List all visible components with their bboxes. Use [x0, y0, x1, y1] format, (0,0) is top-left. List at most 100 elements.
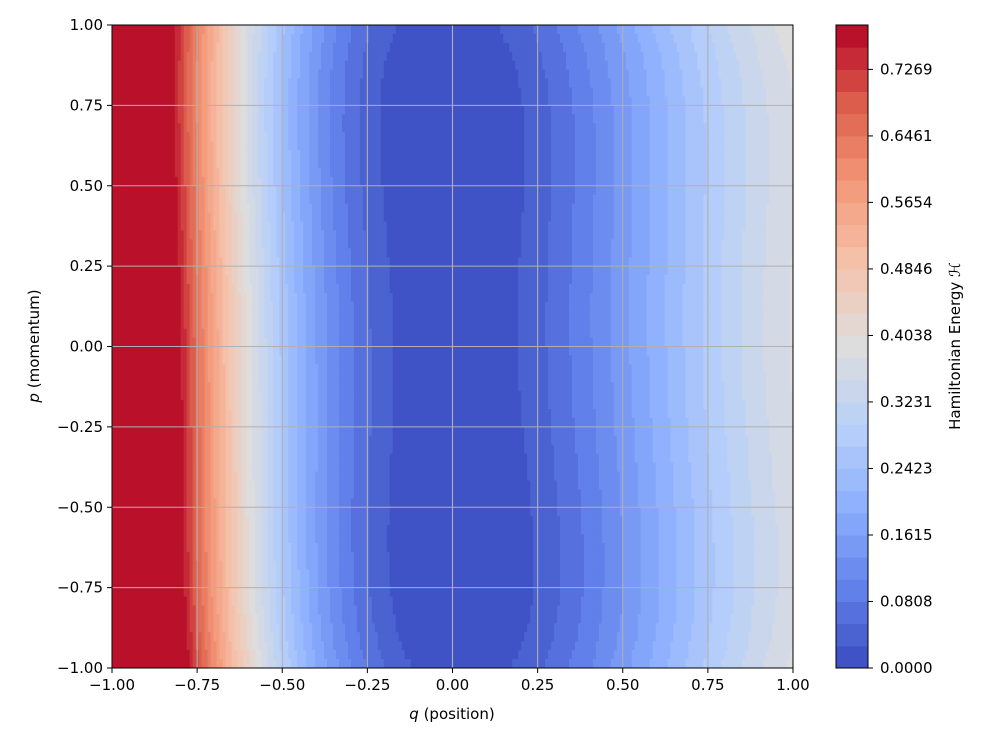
contour-cell	[144, 176, 149, 187]
contour-cell	[222, 328, 227, 339]
contour-cell	[159, 560, 164, 571]
contour-cell	[129, 355, 134, 365]
contour-cell	[183, 525, 188, 535]
contour-cell	[222, 516, 227, 526]
contour-cell	[225, 275, 230, 285]
contour-cell	[141, 78, 146, 89]
contour-cell	[114, 578, 119, 589]
contour-cell	[210, 221, 215, 231]
contour-cell	[141, 364, 146, 374]
contour-cell	[198, 516, 203, 526]
contour-cell	[240, 614, 245, 624]
contour-cell	[198, 283, 203, 294]
contour-cell	[135, 78, 140, 89]
contour-cell	[246, 516, 250, 526]
contour-cell	[207, 310, 212, 321]
contour-cell	[120, 257, 125, 267]
contour-cell	[246, 60, 250, 71]
contour-cell	[150, 489, 155, 499]
contour-cell	[234, 417, 239, 428]
contour-cell	[141, 435, 146, 446]
contour-cell	[192, 141, 197, 151]
contour-cell	[225, 498, 230, 508]
contour-cell	[123, 266, 128, 276]
contour-cell	[165, 248, 170, 258]
contour-cell	[201, 480, 206, 490]
contour-cell	[174, 409, 179, 419]
contour-cell	[228, 150, 233, 160]
contour-cell	[192, 462, 197, 473]
contour-cell	[222, 382, 227, 392]
contour-cell	[117, 489, 122, 499]
contour-cell	[237, 400, 242, 410]
contour-cell	[177, 578, 182, 589]
contour-cell	[192, 391, 197, 401]
contour-cell	[219, 292, 224, 303]
contour-cell	[192, 96, 197, 106]
contour-cell	[171, 382, 176, 392]
contour-cell	[123, 158, 128, 169]
contour-cell	[138, 275, 143, 285]
contour-cell	[162, 400, 167, 410]
contour-cell	[156, 355, 161, 365]
contour-cell	[216, 203, 221, 214]
contour-cell	[180, 435, 185, 446]
contour-cell	[162, 257, 167, 267]
contour-cell	[177, 382, 182, 392]
contour-cell	[159, 417, 164, 428]
contour-cell	[189, 194, 194, 205]
contour-cell	[225, 453, 230, 464]
contour-cell	[207, 587, 212, 598]
contour-cell	[159, 534, 164, 544]
contour-cell	[165, 51, 170, 62]
contour-cell	[186, 409, 191, 419]
contour-cell	[159, 659, 164, 668]
contour-cell	[126, 551, 131, 562]
contour-cell	[234, 578, 239, 589]
contour-cell	[138, 167, 143, 178]
contour-cell	[156, 650, 161, 660]
contour-cell	[114, 176, 119, 187]
contour-cell	[168, 301, 173, 312]
contour-cell	[189, 346, 194, 357]
contour-cell	[231, 141, 236, 151]
contour-cell	[216, 319, 221, 330]
contour-cell	[240, 471, 245, 482]
contour-cell	[132, 489, 137, 499]
contour-cell	[126, 596, 131, 607]
contour-cell	[207, 230, 212, 240]
contour-cell	[123, 489, 128, 499]
contour-cell	[189, 167, 194, 178]
contour-cell	[177, 444, 182, 455]
contour-cell	[135, 203, 140, 214]
contour-cell	[243, 158, 248, 169]
contour-cell	[138, 292, 143, 303]
contour-cell	[180, 346, 185, 357]
contour-cell	[177, 212, 182, 223]
contour-cell	[120, 453, 125, 464]
contour-cell	[204, 185, 209, 196]
contour-cell	[237, 123, 242, 133]
contour-cell	[237, 141, 242, 151]
contour-cell	[213, 105, 218, 115]
contour-cell	[201, 185, 206, 196]
contour-cell	[177, 239, 182, 249]
contour-cell	[120, 489, 125, 499]
contour-cell	[231, 382, 236, 392]
contour-cell	[228, 185, 233, 196]
contour-cell	[246, 364, 250, 374]
contour-cell	[237, 587, 242, 598]
contour-cell	[237, 283, 242, 294]
contour-cell	[147, 498, 152, 508]
contour-cell	[165, 417, 170, 428]
contour-cell	[204, 239, 209, 249]
contour-cell	[222, 534, 227, 544]
contour-cell	[186, 426, 191, 437]
contour-cell	[159, 382, 164, 392]
contour-cell	[165, 239, 170, 249]
contour-cell	[129, 578, 134, 589]
contour-cell	[165, 346, 170, 357]
contour-cell	[228, 534, 233, 544]
contour-cell	[159, 33, 164, 44]
contour-cell	[210, 123, 215, 133]
